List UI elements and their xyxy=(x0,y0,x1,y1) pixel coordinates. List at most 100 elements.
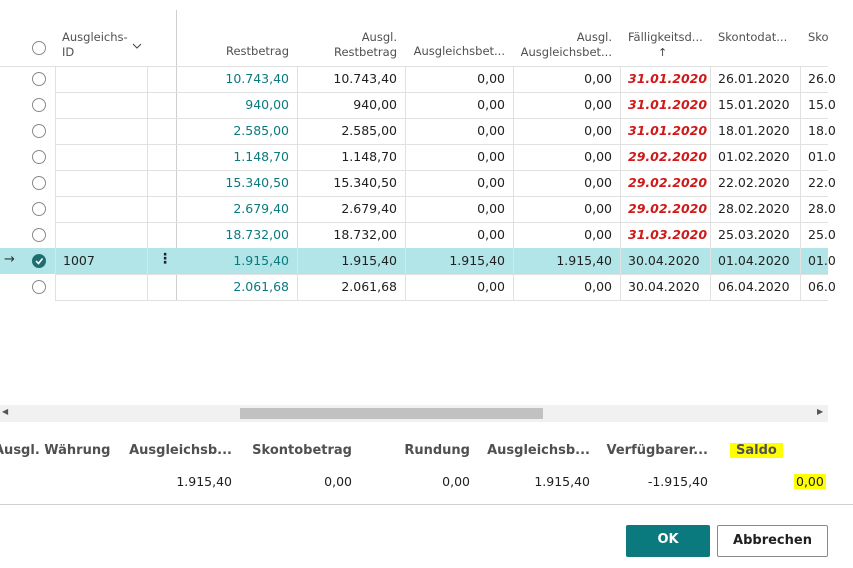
summary-value: 0,00 xyxy=(794,474,826,489)
cell: 15.01.2020 xyxy=(718,97,790,112)
cell: 28.02.2020 xyxy=(718,201,790,216)
cell-link[interactable]: 1.148,70 xyxy=(233,149,289,164)
cell: 22.0 xyxy=(808,175,836,190)
cell: 0,00 xyxy=(477,201,505,216)
cell: 25.03.2020 xyxy=(718,227,790,242)
scroll-left[interactable]: ◀ xyxy=(2,407,9,416)
cell: 28.0 xyxy=(808,201,836,216)
frozen-divider xyxy=(176,10,177,300)
scroll-right[interactable]: ▶ xyxy=(817,407,824,416)
row-checkbox[interactable] xyxy=(32,124,46,138)
header-line xyxy=(0,66,828,67)
cell: 30.04.2020 xyxy=(628,279,700,294)
cell: 06.04.2020 xyxy=(718,279,790,294)
summary-label: Saldo xyxy=(730,443,783,458)
cell: 0,00 xyxy=(584,201,612,216)
cell: 29.02.2020 xyxy=(628,149,708,164)
summary-label: Ausgleichsb... xyxy=(129,443,232,458)
cell: 0,00 xyxy=(477,279,505,294)
cell-link[interactable]: 2.679,40 xyxy=(233,201,289,216)
cell: 10.743,40 xyxy=(333,71,397,86)
cell: 0,00 xyxy=(584,227,612,242)
summary-value: 0,00 xyxy=(442,474,470,489)
cell: 2.061,68 xyxy=(341,279,397,294)
cell: 0,00 xyxy=(584,279,612,294)
summary-label: Ausgleichsb... xyxy=(487,443,590,458)
column-menu[interactable] xyxy=(132,42,142,50)
col-line xyxy=(800,66,801,300)
sort-arrow: ↑ xyxy=(658,46,668,59)
cell: 01.04.2020 xyxy=(718,253,790,268)
column-header[interactable]: Ausgl. Restbetrag xyxy=(333,30,397,59)
selected-row xyxy=(0,248,828,274)
cell-link[interactable]: 10.743,40 xyxy=(225,71,289,86)
cell: 15.0 xyxy=(808,97,836,112)
cell-id: 1007 xyxy=(63,253,95,268)
cell: 22.02.2020 xyxy=(718,175,790,190)
cell-link[interactable]: 15.340,50 xyxy=(225,175,289,190)
cell: 15.340,50 xyxy=(333,175,397,190)
cell-link[interactable]: 2.061,68 xyxy=(233,279,289,294)
cell: 0,00 xyxy=(584,123,612,138)
row-checkbox[interactable] xyxy=(32,176,46,190)
cell: 940,00 xyxy=(353,97,397,112)
summary-label: Verfügbarer... xyxy=(606,443,708,458)
column-header[interactable]: Restbetrag xyxy=(225,44,289,58)
cell: 0,00 xyxy=(477,71,505,86)
row-checkbox[interactable] xyxy=(32,254,46,268)
cell: 01.0 xyxy=(808,253,836,268)
row-line xyxy=(55,222,828,223)
cell-link[interactable]: 1.915,40 xyxy=(233,253,289,268)
summary-value: -1.915,40 xyxy=(647,474,708,489)
row-checkbox[interactable] xyxy=(32,72,46,86)
col-line xyxy=(620,66,621,300)
column-header[interactable]: Ausgleichs-ID xyxy=(62,30,128,59)
cell: 26.01.2020 xyxy=(718,71,790,86)
cell: 0,00 xyxy=(477,123,505,138)
cell: 0,00 xyxy=(477,149,505,164)
cell: 0,00 xyxy=(477,97,505,112)
cell: 2.679,40 xyxy=(341,201,397,216)
row-indicator: → xyxy=(4,252,15,267)
row-line xyxy=(55,196,828,197)
cell: 30.04.2020 xyxy=(628,253,700,268)
row-checkbox[interactable] xyxy=(32,98,46,112)
row-actions[interactable]: ⋮ xyxy=(158,251,172,267)
summary-label: Rundung xyxy=(404,443,470,458)
cell-link[interactable]: 18.732,00 xyxy=(225,227,289,242)
column-header[interactable]: Ausgl. Ausgleichsbet... xyxy=(520,30,612,59)
row-line xyxy=(55,274,828,275)
summary-value: 1.915,40 xyxy=(534,474,590,489)
column-header[interactable]: Sko xyxy=(808,30,829,44)
row-checkbox[interactable] xyxy=(32,280,46,294)
row-line xyxy=(55,144,828,145)
summary-label: Skontobetrag xyxy=(252,443,352,458)
cell-link[interactable]: 940,00 xyxy=(245,97,289,112)
scroll-thumb[interactable] xyxy=(240,408,543,419)
cell: 0,00 xyxy=(584,149,612,164)
footer-divider xyxy=(0,504,853,505)
cell: 25.0 xyxy=(808,227,836,242)
cell: 31.01.2020 xyxy=(628,97,708,112)
column-header[interactable]: Fälligkeitsd... xyxy=(628,30,702,44)
cell: 2.585,00 xyxy=(341,123,397,138)
scrollbar[interactable]: ◀ ▶ xyxy=(0,405,828,422)
col-line xyxy=(405,66,406,300)
column-header[interactable]: Skontodat... xyxy=(718,30,788,44)
row-line xyxy=(55,300,828,301)
row-checkbox[interactable] xyxy=(32,202,46,216)
cell: 18.732,00 xyxy=(333,227,397,242)
summary-value: 0,00 xyxy=(324,474,352,489)
row-checkbox[interactable] xyxy=(32,228,46,242)
cell: 1.915,40 xyxy=(449,253,505,268)
cell: 18.0 xyxy=(808,123,836,138)
cell-link[interactable]: 2.585,00 xyxy=(233,123,289,138)
cell: 31.01.2020 xyxy=(628,71,708,86)
ok-button[interactable]: OK xyxy=(626,525,710,557)
cancel-button[interactable]: Abbrechen xyxy=(717,525,828,557)
select-all[interactable] xyxy=(32,41,46,55)
row-line xyxy=(55,92,828,93)
row-checkbox[interactable] xyxy=(32,150,46,164)
column-header[interactable]: Ausgleichsbet... xyxy=(413,44,505,58)
